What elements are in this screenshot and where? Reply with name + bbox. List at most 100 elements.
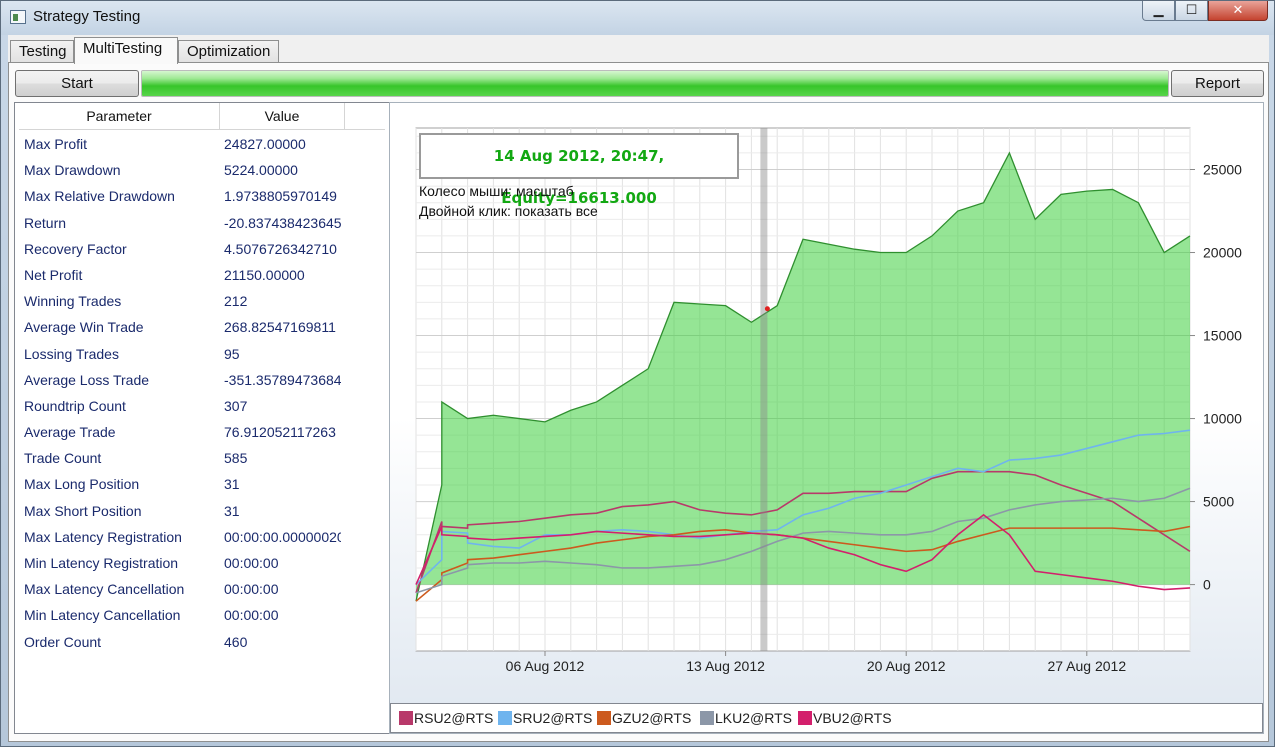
value-cell: 31 [224,476,240,493]
series-line [415,429,1191,586]
value-cell: 00:00:00 [224,581,279,598]
legend-label: SRU2@RTS [513,710,593,726]
minimize-button[interactable]: ▁ [1142,1,1175,21]
legend-label: GZU2@RTS [612,710,692,726]
progress-fill [142,71,1168,96]
table-row[interactable]: Average Trade 76.912052117263 [19,419,385,445]
tab-optimization[interactable]: Optimization [178,40,279,63]
value-cell: 21150.00000 [224,266,305,283]
client-area: Testing MultiTesting Optimization Start … [8,35,1269,742]
table-row[interactable]: Max Drawdown 5224.00000 [19,157,385,183]
value-cell: 585 [224,450,248,467]
equity-area [416,152,1190,602]
parameter-cell: Winning Trades [24,293,122,310]
table-row[interactable]: Winning Trades 212 [19,288,385,314]
legend-label: RSU2@RTS [414,710,494,726]
tab-testing[interactable]: Testing [10,40,74,63]
title-bar[interactable]: Strategy Testing ▁ ☐ ✕ [1,1,1274,35]
value-cell: 00:00:00 [224,607,279,624]
table-row[interactable]: Max Profit 24827.00000 [19,131,385,157]
chart-tooltip: 14 Aug 2012, 20:47, Equity=16613.000 [419,133,739,207]
table-row[interactable]: Roundtrip Count 307 [19,393,385,419]
legend-swatch [498,711,512,725]
legend-label: LKU2@RTS [715,710,792,726]
x-tick-label: 06 Aug 2012 [506,658,585,674]
legend-swatch [700,711,714,725]
table-row[interactable]: Max Short Position 31 [19,498,385,524]
value-cell: 4.5076726342710 [224,240,337,257]
progress-bar [141,70,1169,97]
tooltip-text: 14 Aug 2012, 20:47, Equity=16613.000 [493,147,665,207]
parameter-cell: Recovery Factor [24,240,127,257]
parameter-cell: Trade Count [24,450,102,467]
value-cell: 5224.00000 [224,162,298,179]
value-cell: -351.35789473684 [224,371,341,388]
value-cell: 00:00:00.00000020 [224,528,341,545]
y-tick-label: 0 [1203,577,1211,593]
parameter-cell: Net Profit [24,266,83,283]
table-row[interactable]: Max Long Position 31 [19,471,385,497]
value-cell: 31 [224,502,240,519]
close-button[interactable]: ✕ [1208,1,1268,21]
chart-canvas[interactable]: 0 5000 10000 15000 20000 25000 06 Aug 2012 13 A… [390,103,1263,703]
parameter-cell: Min Latency Registration [24,555,179,571]
parameter-cell: Lossing Trades [24,345,119,362]
table-row[interactable]: Average Loss Trade -351.35789473684 [19,367,385,393]
value-cell: 1.9738805970149 [224,188,337,205]
series-line [415,470,1191,594]
grid-header: Parameter Value [19,103,385,130]
x-tick-label: 20 Aug 2012 [867,658,946,674]
parameter-cell: Average Trade [24,424,116,441]
start-button[interactable]: Start [15,70,139,97]
table-row[interactable]: Min Latency Registration 00:00:00 [19,550,385,576]
table-row[interactable]: Net Profit 21150.00000 [19,262,385,288]
parameter-cell: Max Profit [24,136,88,152]
value-cell: -20.837438423645 [224,214,341,231]
y-tick-label: 5000 [1203,494,1234,510]
table-row[interactable]: Return -20.837438423645 [19,210,385,236]
parameter-cell: Min Latency Cancellation [24,607,181,624]
parameter-cell: Max Latency Cancellation [24,581,185,598]
y-tick-label: 10000 [1203,411,1242,427]
table-row[interactable]: Recovery Factor 4.5076726342710 [19,236,385,262]
report-button[interactable]: Report [1171,70,1264,97]
grid-rows: Max Profit 24827.00000 Max Drawdown 5224.00… [19,131,385,655]
x-tick-label: 13 Aug 2012 [686,658,765,674]
table-row[interactable]: Average Win Trade 268.82547169811 [19,314,385,340]
value-cell: 268.82547169811 [224,319,336,336]
hint-zoom: Колесо мыши: масштаб [419,183,574,199]
table-row[interactable]: Order Count 460 [19,629,385,655]
stats-grid[interactable]: Parameter Value Max Profit 24827.00000 Max… [14,102,390,734]
column-header-value[interactable]: Value [220,103,345,130]
series-line [415,513,1191,591]
value-cell: 24827.00000 [224,136,306,152]
equity-line [415,151,1191,602]
table-row[interactable]: Max Latency Cancellation 00:00:00 [19,576,385,602]
hint-reset: Двойной клик: показать все [419,203,598,219]
parameter-cell: Max Short Position [24,502,142,519]
legend-swatch [597,711,611,725]
legend-label: VBU2@RTS [813,710,892,726]
column-header-parameter[interactable]: Parameter [19,103,220,130]
tab-content: Start Report Parameter Value Max Profit 2… [8,62,1269,742]
value-cell: 460 [224,633,248,650]
equity-chart[interactable]: 0 5000 10000 15000 20000 25000 06 Aug 2012 13 A… [389,102,1264,734]
value-cell: 76.912052117263 [224,424,336,441]
app-icon [10,10,26,24]
chart-legend: RSU2@RTS SRU2@RTS GZU2@RTS LKU2@RTS VBU2@RTS [390,703,1263,733]
table-row[interactable]: Max Latency Registration 00:00:00.0000002… [19,524,385,550]
value-cell: 00:00:00 [224,555,279,571]
parameter-cell: Average Win Trade [24,319,144,336]
table-row[interactable]: Max Relative Drawdown 1.9738805970149 [19,183,385,209]
tab-multitesting[interactable]: MultiTesting [74,37,178,64]
parameter-cell: Max Relative Drawdown [24,188,175,205]
maximize-button[interactable]: ☐ [1175,1,1208,21]
y-tick-label: 20000 [1203,245,1242,261]
table-row[interactable]: Min Latency Cancellation 00:00:00 [19,602,385,628]
legend-swatch [399,711,413,725]
value-cell: 307 [224,397,248,414]
parameter-cell: Max Latency Registration [24,528,182,545]
table-row[interactable]: Trade Count 585 [19,445,385,471]
parameter-cell: Return [24,214,67,231]
table-row[interactable]: Lossing Trades 95 [19,341,385,367]
